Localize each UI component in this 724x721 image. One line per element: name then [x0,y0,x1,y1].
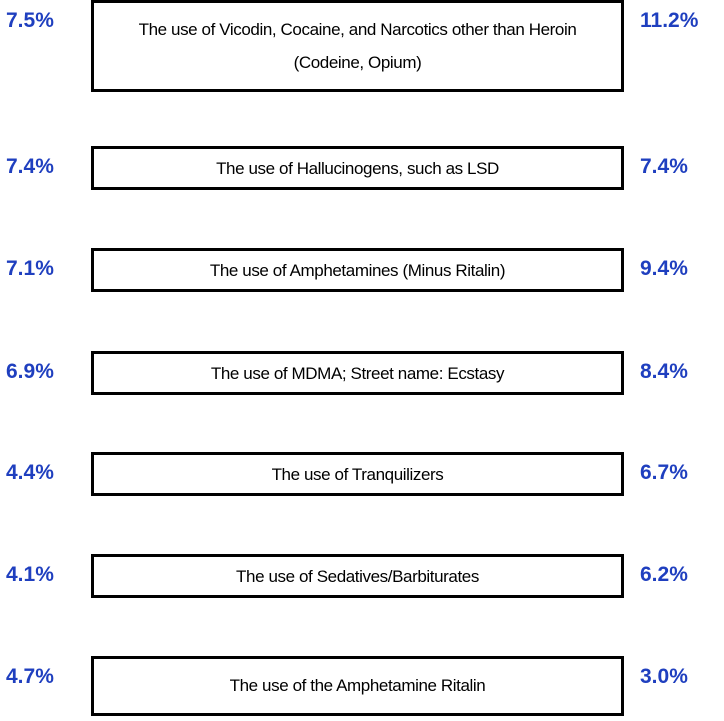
left-percent: 4.1% [6,563,54,586]
right-percent: 9.4% [640,257,688,280]
right-percent: 8.4% [640,360,688,383]
label-box: The use of Hallucinogens, such as LSD [91,146,624,190]
right-percent: 7.4% [640,155,688,178]
label-box: The use of Vicodin, Cocaine, and Narcoti… [91,0,624,92]
label-box: The use of the Amphetamine Ritalin [91,656,624,716]
left-percent: 7.4% [6,155,54,178]
label-box: The use of Sedatives/Barbiturates [91,554,624,598]
left-percent: 6.9% [6,360,54,383]
label-box: The use of Amphetamines (Minus Ritalin) [91,248,624,292]
left-percent: 4.4% [6,461,54,484]
right-percent: 3.0% [640,665,688,688]
left-percent: 4.7% [6,665,54,688]
left-percent: 7.5% [6,9,54,32]
right-percent: 6.7% [640,461,688,484]
right-percent: 11.2% [640,9,699,32]
right-percent: 6.2% [640,563,688,586]
left-percent: 7.1% [6,257,54,280]
label-box: The use of Tranquilizers [91,452,624,496]
label-box: The use of MDMA; Street name: Ecstasy [91,351,624,395]
